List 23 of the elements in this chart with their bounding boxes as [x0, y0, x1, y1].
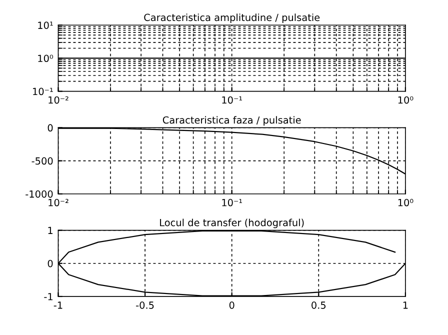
x-tick-label: 10⁰ — [398, 198, 414, 206]
y-tick-label: 10⁰ — [38, 54, 54, 62]
x-tick-label: 10⁻² — [48, 198, 68, 206]
x-tick-label: 0.5 — [312, 302, 326, 309]
x-tick-label: 10⁻² — [48, 96, 68, 104]
y-tick-label: 10¹ — [38, 22, 53, 29]
chart-title: Locul de transfer (hodograful) — [160, 218, 304, 228]
x-tick-label: 10⁰ — [398, 96, 414, 104]
y-tick-label: 0 — [48, 124, 53, 132]
x-tick-label: 0 — [229, 302, 234, 309]
y-tick-label: 10⁻¹ — [33, 88, 53, 96]
y-tick-label: -1 — [44, 293, 52, 300]
y-tick-label: 0 — [48, 260, 53, 268]
x-tick-label: 10⁻¹ — [222, 198, 242, 206]
y-tick-label: 1 — [48, 226, 52, 234]
chart-title: Caracteristica amplitudine / pulsatie — [144, 14, 320, 23]
x-tick-label: -0.5 — [136, 302, 154, 309]
y-tick-label: -1000 — [26, 190, 53, 198]
x-tick-label: 10⁻¹ — [222, 96, 242, 104]
y-tick-label: -500 — [32, 157, 53, 165]
x-tick-label: 1 — [403, 302, 408, 309]
chart-title: Caracteristica faza / pulsatie — [162, 116, 301, 126]
x-tick-label: -1 — [54, 302, 62, 309]
